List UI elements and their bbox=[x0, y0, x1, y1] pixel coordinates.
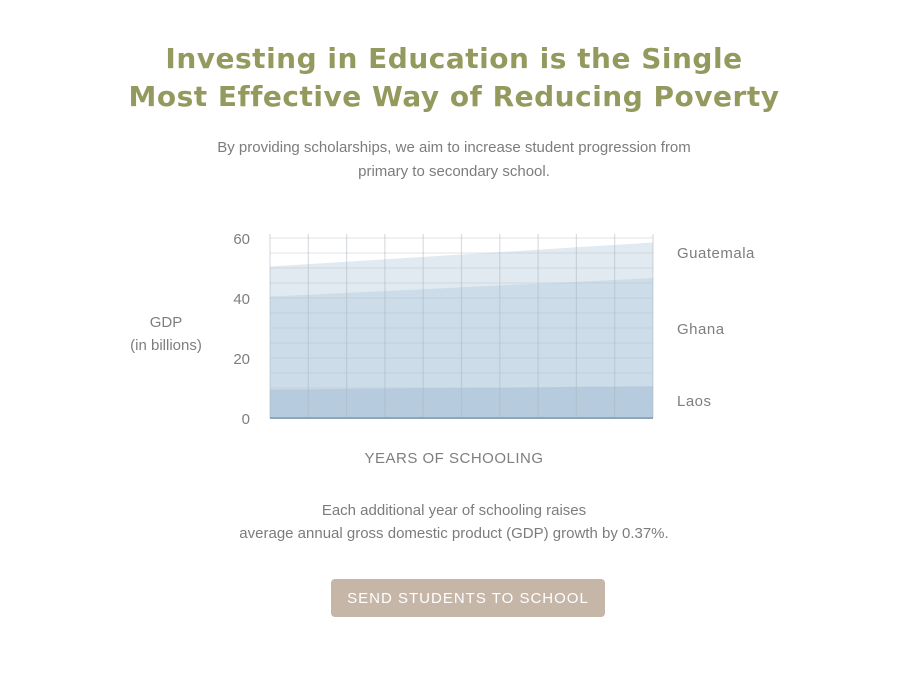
series-label-guatemala: Guatemala bbox=[677, 245, 755, 262]
intro-text: By providing scholarships, we aim to inc… bbox=[0, 136, 908, 184]
intro-line-2: primary to secondary school. bbox=[358, 163, 550, 180]
y-tick-label: 60 bbox=[233, 231, 250, 248]
y-tick-label: 40 bbox=[233, 291, 250, 308]
footnote-line-1: Each additional year of schooling raises bbox=[321, 502, 587, 519]
intro-line-1: By providing scholarships, we aim to inc… bbox=[217, 139, 691, 156]
title-line-1: Investing in Education is the Single bbox=[165, 42, 743, 75]
series-label-laos: Laos bbox=[677, 393, 712, 410]
footnote-text: Each additional year of schooling raises… bbox=[0, 499, 908, 545]
title-line-2: Most Effective Way of Reducing Poverty bbox=[128, 80, 780, 113]
y-tick-label: 20 bbox=[233, 351, 250, 368]
y-axis-label: (in billions) bbox=[130, 337, 202, 354]
series-label-ghana: Ghana bbox=[677, 321, 725, 338]
x-axis-label: YEARS OF SCHOOLING bbox=[364, 450, 543, 467]
send-students-button[interactable]: SEND STUDENTS TO SCHOOL bbox=[331, 579, 605, 617]
area-laos bbox=[270, 386, 653, 418]
page-title: Investing in Education is the Single Mos… bbox=[0, 40, 908, 116]
footnote-line-2: average annual gross domestic product (G… bbox=[239, 525, 669, 542]
y-tick-label: 0 bbox=[242, 411, 250, 428]
y-axis-label: GDP bbox=[150, 314, 183, 331]
chart-canvas: 0 20 40 60 GDP (in billions) YEARS OF SCHOOLIN… bbox=[130, 231, 755, 467]
gdp-area-chart: 0 20 40 60 GDP (in billions) YEARS OF SCHOOLIN… bbox=[0, 220, 908, 480]
area-ghana bbox=[270, 277, 653, 418]
